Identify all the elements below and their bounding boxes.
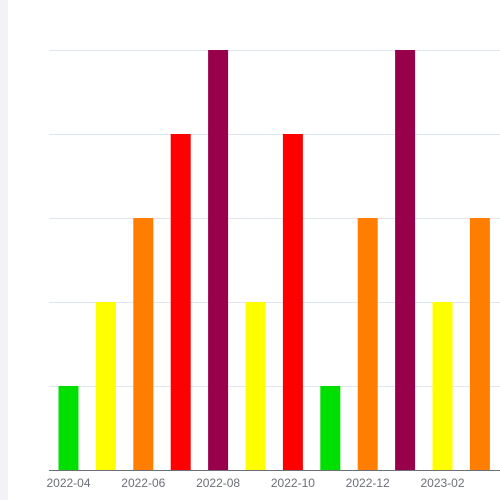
- grid-lines: [49, 50, 500, 387]
- bar-2023-03: [469, 218, 490, 470]
- bar-2022-07: [170, 134, 191, 470]
- bar-2023-01: [395, 50, 416, 470]
- bar-2022-06: [133, 218, 154, 470]
- page-left-edge: [0, 0, 8, 500]
- bar-2022-10: [282, 134, 303, 470]
- x-tick-label: 2022-04: [46, 476, 90, 490]
- bars: [58, 50, 490, 470]
- x-tick-label: 2022-08: [196, 476, 240, 490]
- bar-2022-04: [58, 386, 79, 470]
- bar-2023-02: [432, 302, 453, 470]
- x-tick-label: 2023-02: [420, 476, 464, 490]
- bar-2022-09: [245, 302, 266, 470]
- x-axis-ticks: 2022-04 2022-06 2022-08 2022-10 2022-12 2023-…: [46, 476, 464, 490]
- x-tick-label: 2022-12: [346, 476, 390, 490]
- bar-2022-08: [208, 50, 229, 470]
- bar-2022-11: [320, 386, 341, 470]
- x-tick-label: 2022-06: [121, 476, 165, 490]
- bar-2022-05: [95, 302, 116, 470]
- bar-2022-12: [357, 218, 378, 470]
- x-tick-label: 2022-10: [271, 476, 315, 490]
